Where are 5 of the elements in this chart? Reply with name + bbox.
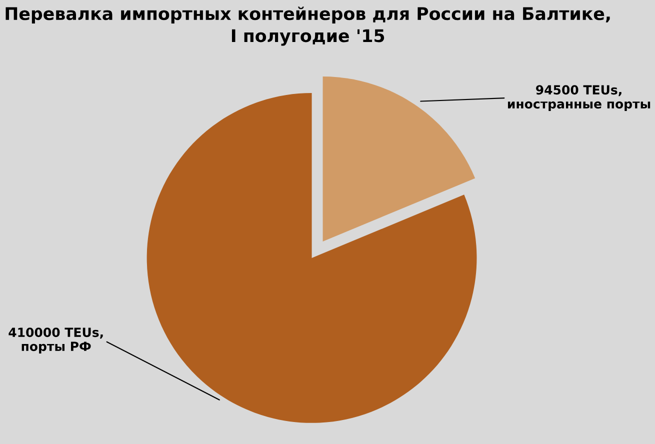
slice-label: порты РФ bbox=[22, 342, 91, 354]
chart-title: Перевалка импортных контейнеров для России на Балтике, I полугодие '15 bbox=[6, 6, 610, 46]
data-label: 410000 TEUs, bbox=[8, 328, 103, 339]
data-label: 94500 TEUs, bbox=[536, 85, 622, 96]
slice-label: иностранные порты bbox=[508, 101, 650, 112]
